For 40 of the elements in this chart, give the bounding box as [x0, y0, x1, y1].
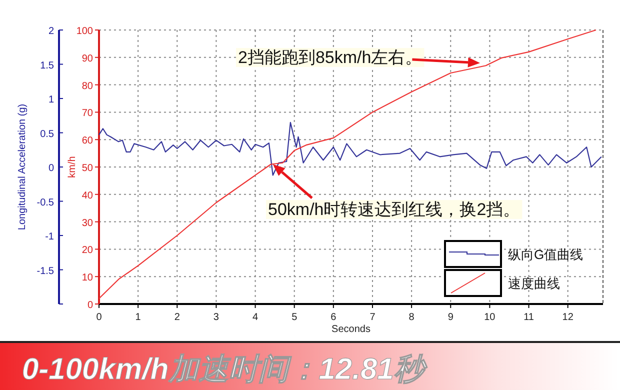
y-tick-label: 10 [82, 272, 94, 284]
y-tick-label: 60 [82, 136, 94, 147]
y-tick-label: 30 [82, 218, 94, 229]
y-tick-label: 20 [82, 245, 94, 256]
x-tick-label: 8 [408, 312, 415, 323]
y-tick-label: 40 [82, 190, 94, 202]
x-tick-label: 2 [174, 312, 180, 323]
y2-tick-label: 0 [48, 163, 54, 174]
x-tick-label: 10 [484, 312, 496, 323]
annotation: 50km/h时转速达到红线，换2挡。 [268, 200, 520, 219]
y2-tick-label: -1.5 [36, 266, 54, 277]
x-tick-label: 11 [524, 312, 534, 323]
y2-tick-label: -1 [45, 232, 54, 242]
y2-tick-label: 1 [48, 94, 54, 106]
y-tick-label: 70 [82, 108, 94, 120]
legend-label: 纵向G值曲线 [508, 247, 584, 262]
annotation: 2挡能跑到85km/h左右。 [238, 48, 422, 67]
x-tick-label: 3 [213, 312, 220, 323]
x-tick-label: 1 [135, 312, 142, 323]
y2-tick-label: 2 [48, 26, 54, 37]
y2-tick-label: 1.5 [40, 60, 54, 72]
x-tick-label: 4 [252, 312, 258, 323]
y-tick-label: 90 [82, 53, 94, 64]
x-tick-label: 5 [292, 312, 298, 323]
y2-tick-label: 0.5 [40, 128, 54, 140]
y-axis-title: km/h [67, 156, 78, 178]
x-tick-label: 12 [562, 312, 574, 323]
y-tick-label: 50 [82, 163, 94, 174]
text: 0-100km/h加速时间：12.81秒 [22, 353, 428, 386]
y-tick-label: 100 [76, 26, 94, 37]
x-tick-label: 0 [96, 312, 102, 323]
y2-axis-title: Longitudinal Acceleration (g) [17, 104, 28, 230]
legend-label: 速度曲线 [508, 276, 560, 291]
y-tick-label: 0 [87, 300, 94, 311]
x-tick-label: 6 [330, 312, 337, 323]
y2-tick-label: -0.5 [36, 197, 54, 208]
x-axis-title: Seconds [332, 324, 370, 335]
y-tick-label: 80 [82, 80, 94, 92]
x-tick-label: 7 [370, 312, 376, 323]
x-tick-label: 9 [448, 312, 454, 323]
